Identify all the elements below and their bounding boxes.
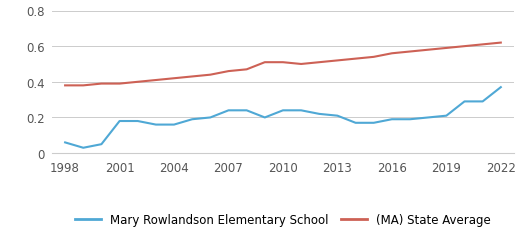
(MA) State Average <box>353 58 359 61</box>
(MA) State Average <box>498 42 504 45</box>
Mary Rowlandson Elementary School <box>280 109 286 112</box>
Mary Rowlandson Elementary School <box>116 120 123 123</box>
(MA) State Average <box>244 69 250 71</box>
(MA) State Average <box>171 77 177 80</box>
Mary Rowlandson Elementary School <box>189 118 195 121</box>
Mary Rowlandson Elementary School <box>389 118 395 121</box>
Mary Rowlandson Elementary School <box>443 115 450 117</box>
(MA) State Average <box>135 81 141 84</box>
(MA) State Average <box>298 63 304 66</box>
Line: Mary Rowlandson Elementary School: Mary Rowlandson Elementary School <box>65 88 501 148</box>
Mary Rowlandson Elementary School <box>370 122 377 125</box>
(MA) State Average <box>99 83 105 86</box>
Mary Rowlandson Elementary School <box>225 109 232 112</box>
(MA) State Average <box>370 56 377 59</box>
(MA) State Average <box>334 60 341 63</box>
Mary Rowlandson Elementary School <box>498 86 504 89</box>
(MA) State Average <box>62 85 68 87</box>
Mary Rowlandson Elementary School <box>461 101 467 103</box>
Mary Rowlandson Elementary School <box>207 117 213 119</box>
(MA) State Average <box>225 70 232 73</box>
Line: (MA) State Average: (MA) State Average <box>65 44 501 86</box>
Mary Rowlandson Elementary School <box>316 113 322 116</box>
Mary Rowlandson Elementary School <box>298 109 304 112</box>
Mary Rowlandson Elementary School <box>479 101 486 103</box>
(MA) State Average <box>389 53 395 55</box>
(MA) State Average <box>425 49 431 52</box>
Mary Rowlandson Elementary School <box>353 122 359 125</box>
(MA) State Average <box>461 46 467 48</box>
(MA) State Average <box>479 44 486 46</box>
(MA) State Average <box>261 62 268 64</box>
(MA) State Average <box>280 62 286 64</box>
Mary Rowlandson Elementary School <box>80 147 86 150</box>
(MA) State Average <box>316 62 322 64</box>
(MA) State Average <box>152 79 159 82</box>
(MA) State Average <box>443 47 450 50</box>
Mary Rowlandson Elementary School <box>334 115 341 117</box>
(MA) State Average <box>407 51 413 54</box>
Mary Rowlandson Elementary School <box>425 117 431 119</box>
Mary Rowlandson Elementary School <box>135 120 141 123</box>
Mary Rowlandson Elementary School <box>99 143 105 146</box>
Mary Rowlandson Elementary School <box>171 124 177 126</box>
(MA) State Average <box>116 83 123 86</box>
Mary Rowlandson Elementary School <box>261 117 268 119</box>
(MA) State Average <box>207 74 213 77</box>
Mary Rowlandson Elementary School <box>152 124 159 126</box>
Mary Rowlandson Elementary School <box>407 118 413 121</box>
Mary Rowlandson Elementary School <box>62 141 68 144</box>
Mary Rowlandson Elementary School <box>244 109 250 112</box>
(MA) State Average <box>189 76 195 79</box>
Legend: Mary Rowlandson Elementary School, (MA) State Average: Mary Rowlandson Elementary School, (MA) … <box>75 213 491 226</box>
(MA) State Average <box>80 85 86 87</box>
